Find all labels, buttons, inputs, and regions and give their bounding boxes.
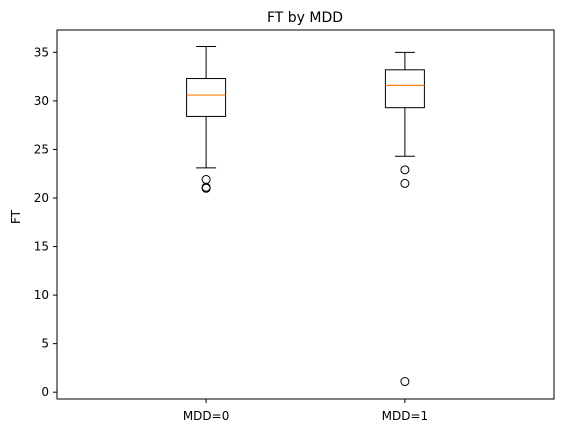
y-axis-label: FT [9, 209, 23, 224]
outlier-point [400, 178, 410, 188]
y-tick-label: 0 [41, 385, 49, 399]
x-tick-label: MDD=0 [183, 409, 230, 423]
y-tick-label: 10 [34, 288, 49, 302]
y-tick-label: 15 [34, 240, 49, 254]
box [384, 69, 425, 109]
outlier-point [201, 175, 211, 185]
y-tick-label: 35 [34, 45, 49, 59]
x-tick-label: MDD=1 [382, 409, 429, 423]
outlier-point [400, 165, 410, 175]
outlier-point [201, 183, 211, 193]
chart-title: FT by MDD [267, 10, 343, 26]
plot-area: 0 5 10 15 20 25 30 35 MDD=0 MDD=1 [34, 45, 428, 423]
box [186, 78, 227, 117]
y-tick-label: 25 [34, 142, 49, 156]
y-tick-label: 30 [34, 94, 49, 108]
plot-frame [56, 29, 555, 400]
y-tick-label: 5 [41, 337, 49, 351]
outlier-point [400, 377, 410, 387]
y-tick-label: 20 [34, 191, 49, 205]
